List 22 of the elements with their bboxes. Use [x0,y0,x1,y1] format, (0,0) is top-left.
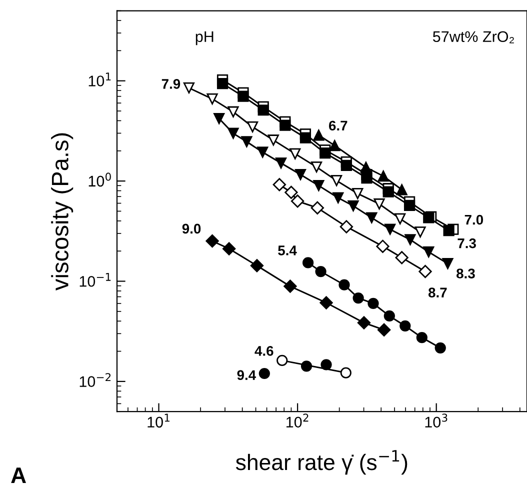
y-axis-title: viscosity (Pa.s) [51,133,74,290]
annotation: pH [196,31,214,46]
series-label: 6.7 [328,120,348,131]
series-label: 8.7 [428,288,447,298]
y-tick-label: 10$^{−2}$ [80,373,111,388]
series-label: 9.4 [237,370,256,380]
series-label: 7.0 [464,214,484,225]
series-label: 5.4 [278,246,297,256]
x-tick-label: 10$^{1}$ [148,414,170,428]
x-axis-title: shear rate γ̇ (s$^{−1}$) [236,450,408,475]
x-tick-label: 10$^{3}$ [425,414,448,428]
text: A [11,468,26,483]
series-label: 7.3 [458,238,476,248]
y-tick-label: 10$^{−1}$ [80,273,111,287]
annotation: 57wt% ZrO₂ [432,31,514,44]
y-tick-label: 10$^{1}$ [88,72,111,86]
series-label: 7.9 [162,79,180,89]
y-tick-label: 10$^{0}$ [88,172,111,187]
series-label: 8.3 [456,268,475,278]
series-label: 4.6 [254,346,274,356]
series-label: 9.0 [182,224,201,234]
x-tick-label: 10$^{2}$ [286,414,308,428]
